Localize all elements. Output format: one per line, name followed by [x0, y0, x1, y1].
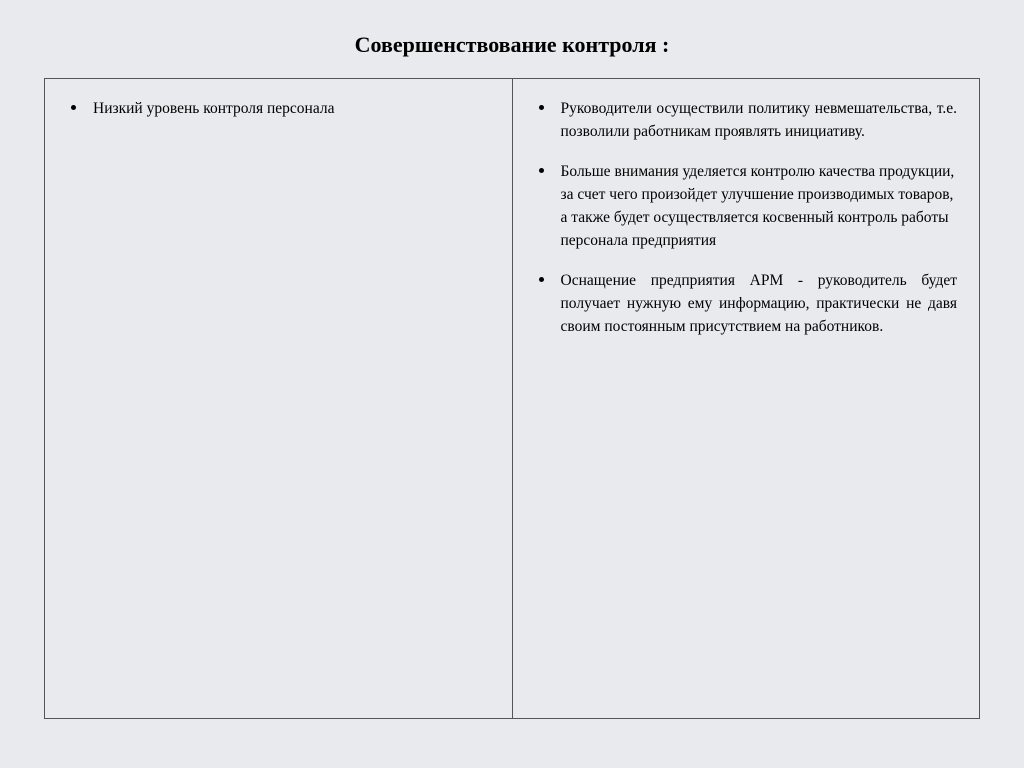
list-item-text: Больше внимания уделяется контролю качес… — [561, 163, 955, 250]
right-list: Руководители осуществили политику невмеш… — [535, 97, 958, 338]
left-cell: Низкий уровень контроля персонала — [45, 79, 513, 719]
list-item-text: Руководители осуществили политику невмеш… — [561, 100, 958, 140]
table-row: Низкий уровень контроля персонала Руково… — [45, 79, 980, 719]
page-title: Совершенствование контроля : — [0, 0, 1024, 78]
comparison-table-wrap: Низкий уровень контроля персонала Руково… — [44, 78, 980, 719]
list-item: Больше внимания уделяется контролю качес… — [535, 160, 958, 253]
list-item-text: Низкий уровень контроля персонала — [93, 100, 334, 117]
left-list: Низкий уровень контроля персонала — [67, 97, 490, 120]
right-cell: Руководители осуществили политику невмеш… — [512, 79, 980, 719]
comparison-table: Низкий уровень контроля персонала Руково… — [44, 78, 980, 719]
list-item: Низкий уровень контроля персонала — [67, 97, 490, 120]
list-item-text: Оснащение предприятия АРМ - руководитель… — [561, 272, 958, 336]
list-item: Руководители осуществили политику невмеш… — [535, 97, 958, 144]
list-item: Оснащение предприятия АРМ - руководитель… — [535, 269, 958, 339]
